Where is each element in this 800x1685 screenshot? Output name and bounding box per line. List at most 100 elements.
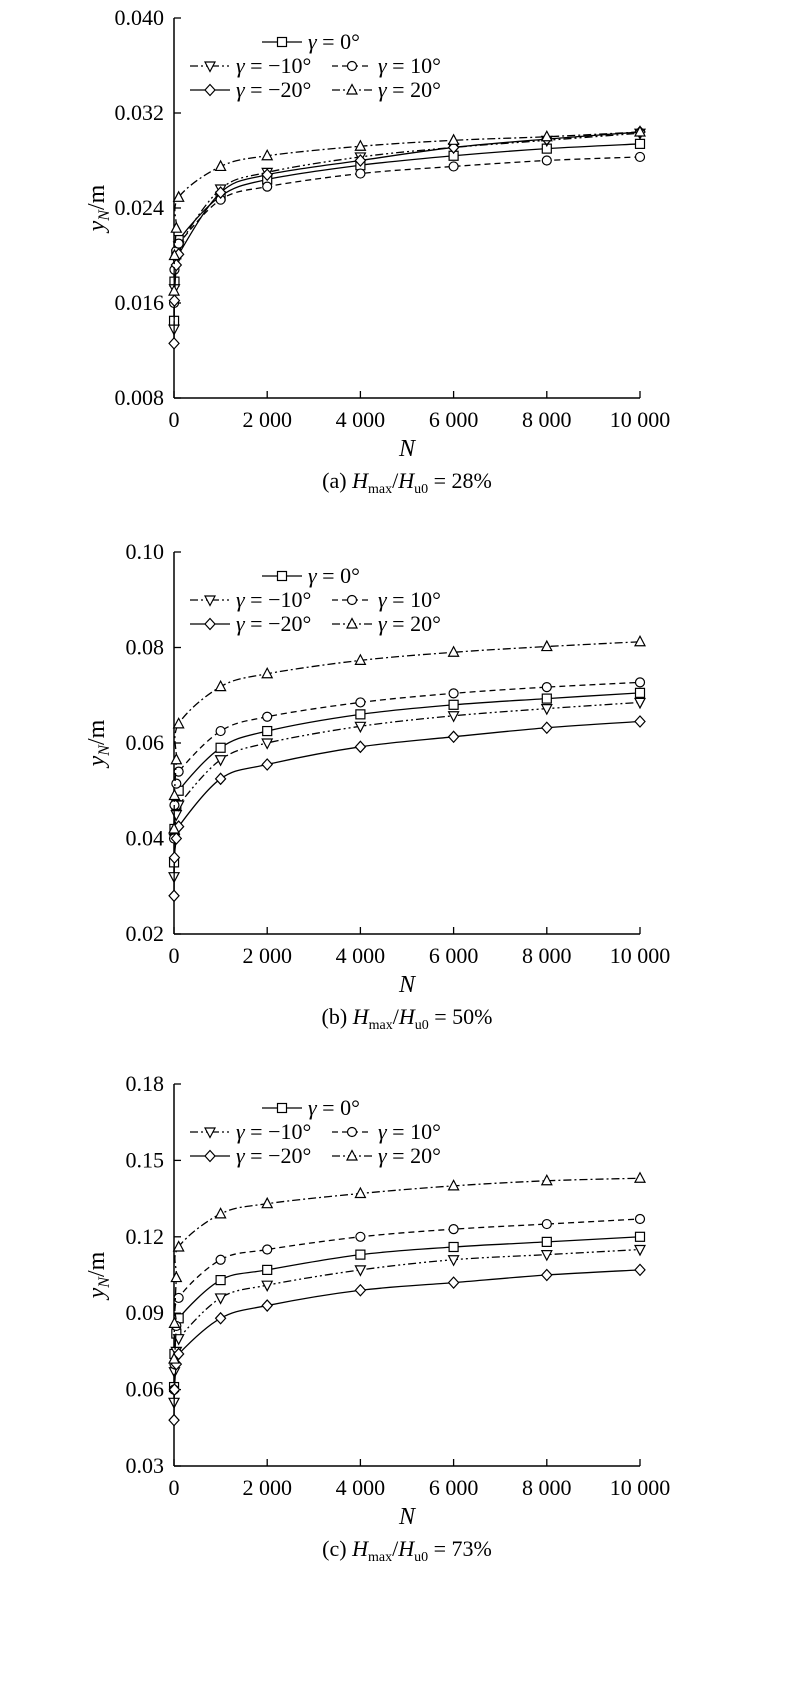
legend-label-rest: = −20°: [245, 611, 312, 636]
legend-entry: γ = −10°: [190, 1119, 311, 1144]
y-tick-label: 0.09: [126, 1300, 165, 1325]
data-point: [354, 721, 367, 734]
data-point: [541, 682, 552, 693]
series-triangle-up: [168, 634, 646, 834]
data-point: [168, 294, 181, 308]
series-circle: [168, 151, 646, 309]
data-point: [447, 1255, 460, 1267]
y-tick-label: 0.12: [126, 1224, 165, 1249]
caption-suffix: = 28%: [428, 468, 492, 493]
data-point: [634, 125, 646, 137]
legend-label: γ = 10°: [378, 1119, 441, 1144]
y-axis-label: yN/m: [84, 184, 113, 233]
y-axis-label-sub: N: [96, 209, 113, 222]
data-point: [541, 155, 552, 166]
legend-label-rest: = 10°: [387, 53, 441, 78]
x-axis-label: N: [398, 972, 417, 998]
legend-label-rest: = 20°: [387, 77, 441, 102]
data-point: [354, 139, 367, 151]
legend-marker: [204, 61, 216, 73]
data-point: [262, 181, 273, 192]
series-square: [168, 138, 646, 326]
series-line: [173, 156, 641, 304]
legend-label-symbol: γ: [308, 1095, 318, 1120]
data-point: [355, 709, 366, 720]
x-tick-label: 2 000: [242, 407, 292, 432]
data-point: [168, 248, 181, 261]
y-tick-label: 0.08: [126, 635, 165, 660]
legend-entry: γ = −10°: [190, 53, 311, 78]
legend-marker: [276, 36, 288, 48]
legend-label: γ = 0°: [308, 1095, 360, 1120]
data-point: [261, 666, 274, 679]
data-point: [355, 697, 366, 708]
series-line: [173, 720, 641, 896]
legend-label: γ = 10°: [378, 53, 441, 78]
x-tick-label: 10 000: [610, 943, 671, 968]
data-point: [448, 1241, 459, 1253]
caption-var1: H: [351, 1536, 369, 1561]
caption-sep: /: [392, 468, 399, 493]
legend-marker: [276, 1102, 288, 1114]
legend-label-rest: = 0°: [317, 1095, 360, 1120]
x-tick-label: 0: [169, 407, 180, 432]
legend-marker: [276, 570, 288, 582]
data-point: [355, 168, 366, 179]
caption-sep: /: [392, 1536, 399, 1561]
data-point: [261, 168, 274, 182]
legend-entry: γ = −10°: [190, 587, 311, 612]
data-point: [261, 758, 274, 771]
legend-label-symbol: γ: [378, 1143, 388, 1168]
data-point: [214, 186, 227, 199]
y-axis-label: yN/m: [84, 1251, 113, 1300]
legend-label-rest: = 0°: [317, 563, 360, 588]
legend-marker: [204, 1149, 216, 1163]
legend-label: γ = −10°: [236, 53, 311, 78]
legend-label-symbol: γ: [236, 77, 246, 102]
x-tick-label: 2 000: [242, 943, 292, 968]
series-triangle-up: [168, 1171, 646, 1364]
legend-entry: γ = −20°: [190, 77, 311, 102]
data-point: [541, 693, 552, 704]
data-point: [448, 1224, 459, 1235]
series-circle: [168, 677, 646, 844]
y-axis-label-var: y: [84, 755, 110, 768]
y-tick-label: 0.016: [115, 290, 165, 315]
data-point: [168, 284, 181, 296]
data-point: [261, 1280, 274, 1292]
data-point: [634, 1213, 646, 1225]
y-tick-label: 0.040: [115, 5, 165, 30]
data-point: [262, 711, 273, 722]
data-point: [262, 725, 273, 737]
legend-marker: [346, 83, 358, 95]
data-point: [447, 133, 460, 145]
data-point: [540, 1250, 553, 1262]
series-line: [173, 681, 641, 839]
data-point: [214, 772, 227, 786]
x-tick-label: 8 000: [522, 943, 572, 968]
legend-entry: γ = 10°: [332, 587, 441, 612]
data-point: [168, 1316, 181, 1328]
data-point: [172, 1240, 185, 1252]
caption-sub2: u0: [414, 482, 428, 497]
x-tick-label: 8 000: [522, 407, 572, 432]
legend-label-rest: = −10°: [245, 1119, 312, 1144]
data-point: [173, 766, 184, 777]
legend-entry: γ = −20°: [190, 1143, 311, 1168]
y-axis-label: yN/m: [84, 719, 113, 768]
data-point: [214, 1293, 227, 1305]
legend-marker: [346, 1126, 358, 1138]
x-tick-label: 6 000: [429, 407, 479, 432]
legend-label-rest: = 10°: [387, 587, 441, 612]
caption-sub1: max: [368, 1550, 392, 1565]
y-tick-label: 0.06: [126, 1377, 165, 1402]
caption-sub2: u0: [414, 1550, 428, 1565]
x-tick-label: 10 000: [610, 1475, 671, 1500]
series-square: [168, 1231, 646, 1393]
legend-entry: γ = 20°: [332, 77, 441, 102]
series-line: [173, 1236, 641, 1388]
legend-marker: [346, 1149, 358, 1161]
data-point: [540, 639, 553, 652]
x-tick-label: 10 000: [610, 407, 671, 432]
